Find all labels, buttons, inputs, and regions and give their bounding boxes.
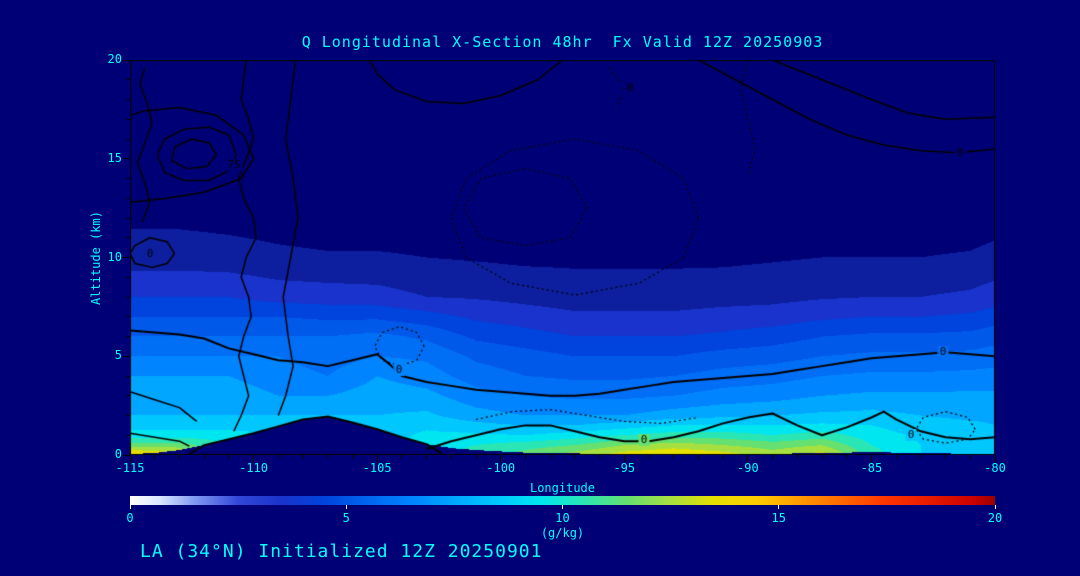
y-axis-tick-label: 5: [114, 348, 122, 363]
x-axis-minor-tick: [426, 455, 428, 459]
x-axis-tick: [994, 455, 996, 462]
colorbar: [130, 496, 995, 505]
x-axis-tick-label: -80: [984, 461, 1006, 475]
contour-plot-canvas: [130, 60, 995, 455]
colorbar-tick-label: 10: [555, 511, 570, 525]
y-axis-tick-label: 10: [107, 249, 122, 264]
x-axis-tick: [500, 455, 502, 462]
y-axis-minor-tick: [126, 296, 130, 298]
x-axis-tick: [376, 455, 378, 462]
y-axis-tick: [123, 257, 130, 258]
x-axis-minor-tick: [599, 455, 601, 459]
y-axis-minor-tick: [126, 415, 130, 416]
y-axis-minor-tick: [126, 336, 130, 337]
colorbar-tick: [994, 505, 996, 509]
colorbar-units-label: (g/kg): [540, 526, 585, 540]
x-axis-tick-label: -85: [860, 461, 883, 475]
y-axis-minor-tick: [126, 99, 130, 100]
y-axis-minor-tick: [126, 217, 130, 219]
colorbar-tick: [778, 505, 780, 509]
x-axis-minor-tick: [228, 455, 230, 459]
colorbar-tick-label: 5: [342, 511, 350, 525]
x-axis-minor-tick: [351, 455, 353, 459]
x-axis-minor-tick: [920, 455, 922, 459]
x-axis-tick: [870, 455, 872, 462]
x-axis-minor-tick: [574, 455, 576, 459]
y-axis-minor-tick: [126, 375, 130, 377]
colorbar-tick-label: 20: [987, 511, 1003, 525]
x-axis-minor-tick: [302, 455, 304, 459]
chart-title: Q Longitudinal X-Section 48hr Fx Valid 1…: [301, 33, 824, 51]
init-info-text: LA (34°N) Initialized 12Z 20250901: [140, 541, 543, 562]
x-axis-minor-tick: [846, 455, 848, 459]
x-axis-tick-label: -110: [239, 461, 269, 475]
x-axis-minor-tick: [327, 455, 329, 459]
x-axis-minor-tick: [772, 455, 774, 459]
x-axis-minor-tick: [549, 455, 551, 459]
x-axis-minor-tick: [524, 455, 526, 459]
x-axis-minor-tick: [401, 455, 403, 459]
x-axis-minor-tick: [203, 455, 205, 459]
y-axis-minor-tick: [126, 79, 130, 81]
x-axis-tick-label: -90: [737, 461, 759, 475]
x-axis-tick-label: -105: [362, 461, 392, 475]
colorbar-tick: [129, 505, 131, 509]
y-axis-minor-tick: [126, 395, 130, 397]
x-axis-tick: [623, 455, 625, 462]
y-axis-tick-label: 15: [107, 150, 122, 165]
y-axis-minor-tick: [126, 178, 130, 179]
x-axis-label: Longitude: [529, 481, 596, 495]
colorbar-tick-label: 15: [771, 511, 786, 525]
y-axis-minor-tick: [126, 316, 130, 318]
y-axis-minor-tick: [126, 434, 130, 436]
x-axis-minor-tick: [722, 455, 724, 459]
y-axis-tick: [123, 158, 130, 160]
y-axis-tick-label: 0: [114, 447, 122, 461]
x-axis-minor-tick: [154, 455, 156, 459]
x-axis-tick: [747, 455, 749, 462]
y-axis-minor-tick: [126, 237, 130, 239]
x-axis-minor-tick: [178, 455, 180, 459]
x-axis-minor-tick: [450, 455, 452, 459]
colorbar-tick: [345, 505, 347, 509]
y-axis-tick: [123, 59, 130, 61]
x-axis-minor-tick: [697, 455, 699, 459]
y-axis-minor-tick: [126, 197, 130, 199]
x-axis-tick-label: -115: [115, 461, 145, 475]
y-axis-minor-tick: [126, 276, 130, 278]
x-axis-minor-tick: [648, 455, 650, 459]
x-axis-minor-tick: [895, 455, 897, 459]
colorbar-tick: [562, 505, 563, 509]
colorbar-tick-label: 0: [126, 511, 134, 525]
y-axis-tick: [123, 454, 130, 456]
y-axis-minor-tick: [126, 138, 130, 140]
y-axis-tick-label: 20: [107, 52, 122, 66]
x-axis-tick-label: -95: [613, 461, 636, 475]
x-axis-tick: [253, 455, 255, 462]
x-axis-minor-tick: [796, 455, 798, 459]
x-axis-minor-tick: [277, 455, 279, 459]
x-axis-minor-tick: [673, 455, 675, 459]
x-axis-minor-tick: [821, 455, 823, 459]
y-axis-tick: [123, 355, 130, 357]
y-axis-minor-tick: [126, 118, 130, 120]
x-axis-minor-tick: [945, 455, 947, 459]
x-axis-tick: [129, 455, 131, 462]
x-axis-minor-tick: [969, 455, 971, 459]
x-axis-tick-label: -100: [486, 461, 516, 475]
x-axis-minor-tick: [475, 455, 477, 459]
